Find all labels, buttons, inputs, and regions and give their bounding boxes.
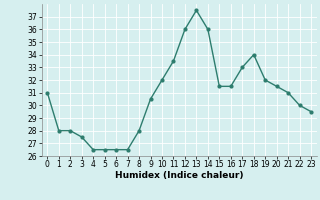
X-axis label: Humidex (Indice chaleur): Humidex (Indice chaleur) [115, 171, 244, 180]
